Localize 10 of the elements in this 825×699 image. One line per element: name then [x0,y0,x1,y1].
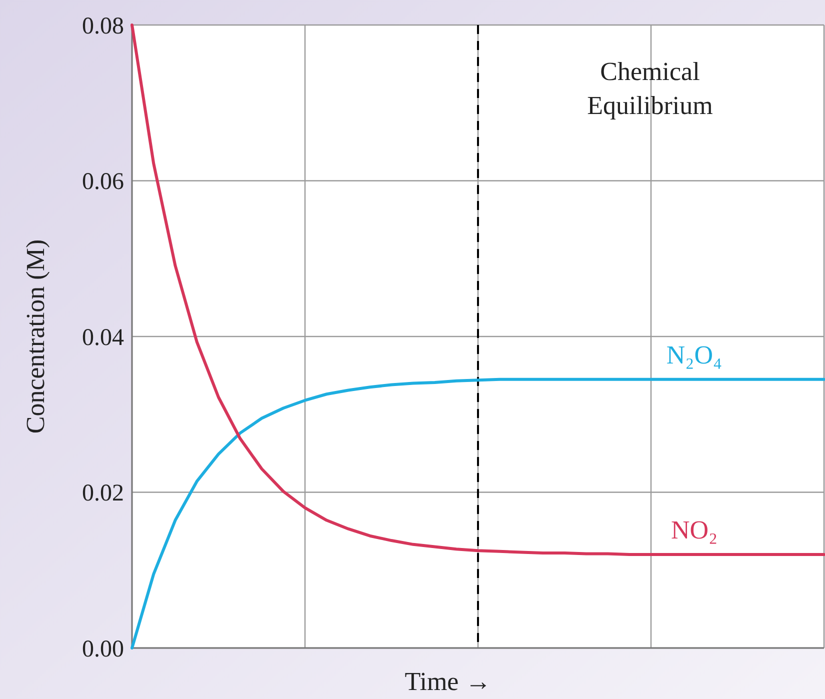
y-tick-label: 0.04 [82,324,124,351]
series-label: NO₂ [670,516,718,545]
series-label: N₂O₄ [666,340,722,370]
y-axis-title: Concentration (M) [21,239,50,434]
y-tick-label: 0.00 [82,636,124,662]
y-tick-label: 0.02 [82,480,124,507]
y-tick-label: 0.08 [82,13,124,40]
y-tick-label: 0.06 [82,169,124,196]
annotation: Chemical Equilibrium [587,57,713,120]
x-axis-title: Time → [404,667,492,696]
